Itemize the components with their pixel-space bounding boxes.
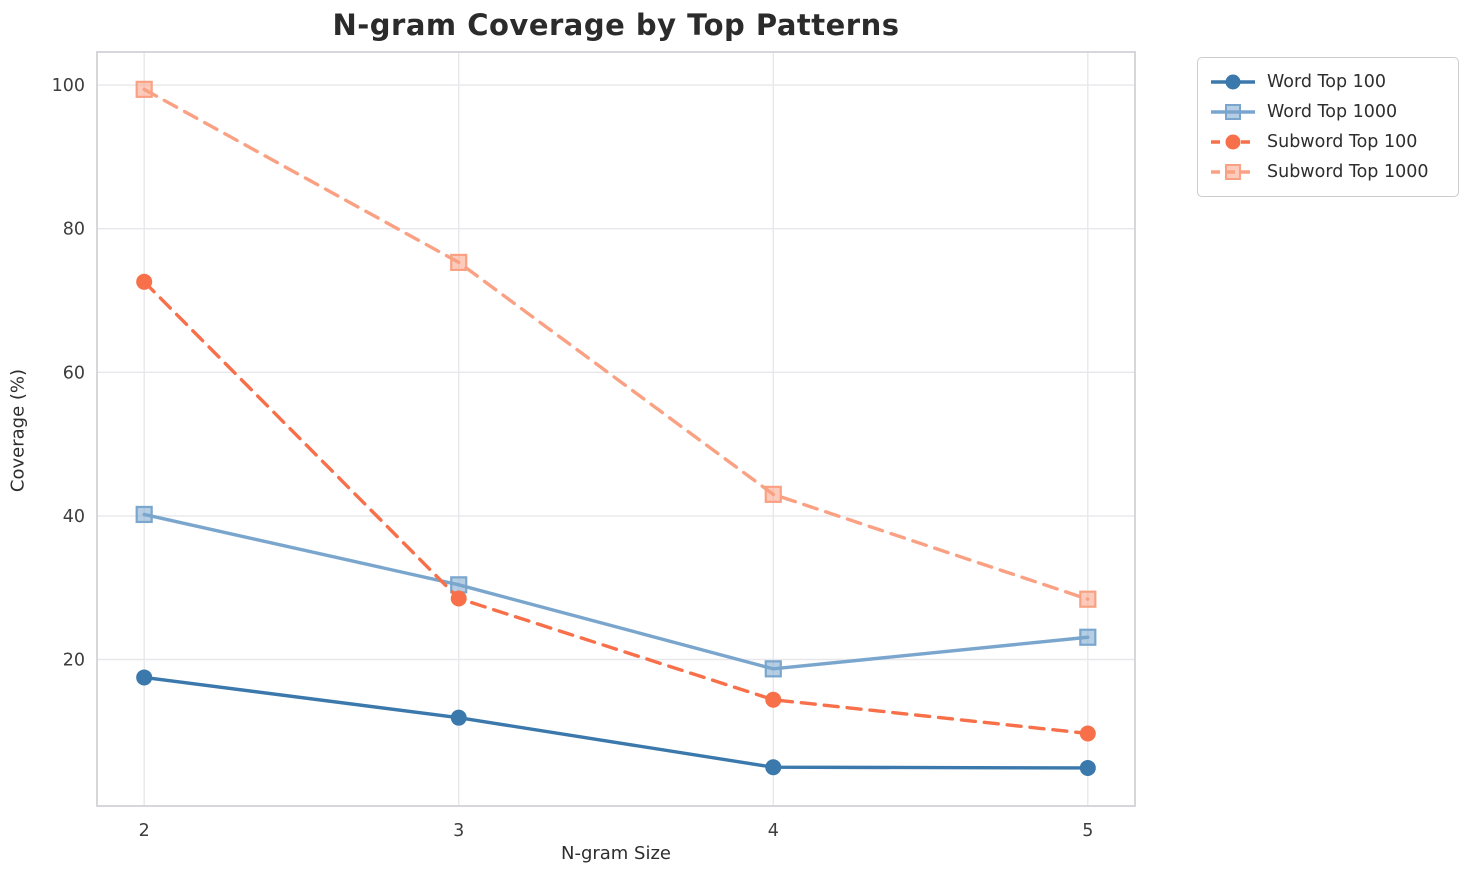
x-tick-label-3: 3 [453,821,464,841]
legend-marker-word-top-100-circle-icon [1211,74,1255,90]
legend-item-subword-top-1000: Subword Top 1000 [1210,159,1446,185]
series-line-word-top-1000 [142,512,1090,671]
y-tick-label-20: 20 [63,651,85,671]
marker-word-top-1000-x2 [135,505,153,524]
legend-label-subword-top-1000: Subword Top 1000 [1267,162,1429,182]
x-tick-label-2: 2 [139,821,150,841]
legend-marker-word-top-1000-square-icon [1211,104,1255,120]
y-tick-label-100: 100 [52,76,85,96]
y-axis-label: Coverage (%) [7,368,29,493]
y-tick-label-40: 40 [63,507,85,527]
marker-word-top-100-x4 [765,759,782,776]
legend-label-word-top-1000: Word Top 1000 [1267,102,1398,122]
marker-word-top-100-x5 [1079,759,1096,776]
marker-subword-top-100-x3 [450,590,467,607]
marker-subword-top-1000-x5 [1079,590,1097,608]
marker-word-top-100-x2 [136,669,153,686]
chart-title: N-gram Coverage by Top Patterns [332,8,900,42]
series-line-subword-top-100 [142,280,1090,736]
marker-subword-top-100-x2 [136,273,153,290]
legend-marker-subword-top-100-circle-icon [1211,134,1255,150]
y-tick-label-60: 60 [63,363,85,383]
legend-item-word-top-100: Word Top 100 [1210,69,1446,95]
x-tick-label-5: 5 [1082,821,1093,841]
legend: Word Top 100 Word Top 1000 Subword Top 100… [1197,57,1459,197]
plot-background [97,52,1135,806]
marker-word-top-1000-x3 [450,576,468,594]
legend-label-word-top-100: Word Top 100 [1267,72,1387,92]
series-line-subword-top-1000 [142,87,1090,601]
marker-word-top-1000-x4 [764,660,782,678]
marker-subword-top-1000-x2 [135,80,153,98]
y-tick-label-80: 80 [63,220,85,240]
x-tick-label-4: 4 [768,821,779,841]
x-axis-label: N-gram Size [560,843,672,864]
plot-border [96,51,1136,807]
marker-word-top-1000-x5 [1079,628,1097,646]
marker-subword-top-1000-x3 [450,253,468,272]
marker-subword-top-100-x5 [1079,725,1096,742]
legend-label-subword-top-100: Subword Top 100 [1267,132,1418,152]
marker-word-top-100-x3 [450,709,467,726]
series-line-word-top-100 [142,675,1090,770]
marker-subword-top-1000-x4 [764,485,782,503]
marker-subword-top-100-x4 [765,691,782,708]
legend-item-subword-top-100: Subword Top 100 [1210,129,1446,155]
legend-item-word-top-1000: Word Top 1000 [1210,99,1446,125]
legend-marker-subword-top-1000-square-icon [1211,164,1255,180]
